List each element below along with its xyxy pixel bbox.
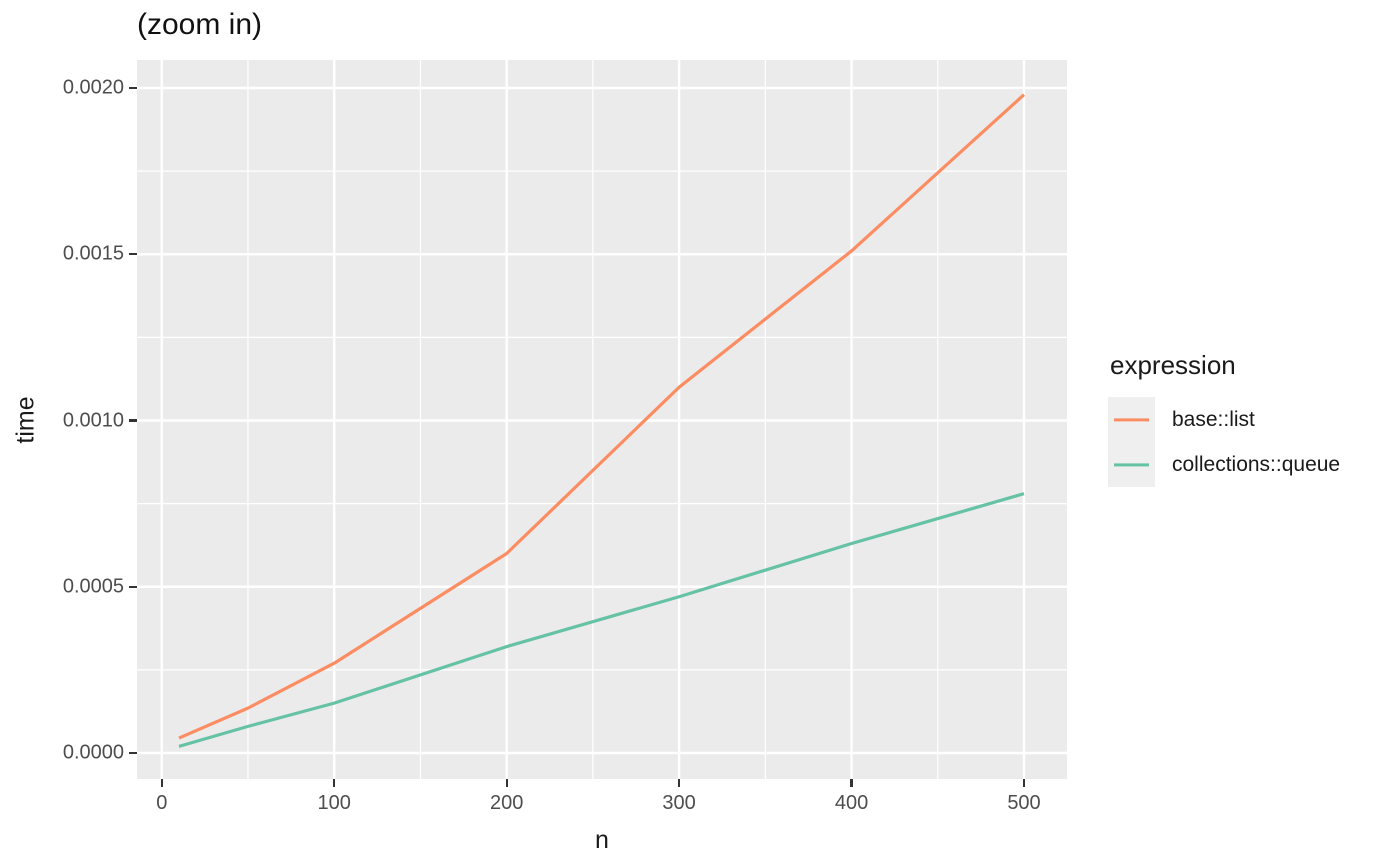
- legend-key-line-icon: [1114, 417, 1149, 422]
- x-tick-mark: [678, 779, 681, 787]
- y-tick-mark: [129, 419, 137, 422]
- legend-key: [1108, 397, 1155, 442]
- y-tick-label: 0.0010: [62, 409, 124, 431]
- x-tick-mark: [160, 779, 163, 787]
- x-tick-label: 500: [1007, 792, 1041, 814]
- legend-key-line-icon: [1114, 462, 1149, 467]
- x-tick-label: 0: [156, 792, 168, 814]
- x-axis-title: n: [595, 826, 609, 854]
- x-tick-mark: [333, 779, 336, 787]
- y-tick-mark: [129, 86, 137, 90]
- legend-item-label: collections::queue: [1172, 452, 1341, 476]
- legend-item: base::list: [1108, 397, 1340, 442]
- x-tick-label: 200: [489, 792, 524, 814]
- x-tick-label: 100: [317, 792, 351, 814]
- y-tick-label: 0.0015: [62, 242, 124, 265]
- y-tick-mark: [129, 253, 137, 256]
- legend-item: collections::queue: [1108, 442, 1340, 487]
- plot-panel: [137, 60, 1067, 779]
- y-tick-label: 0.0020: [62, 76, 124, 99]
- x-tick-mark: [505, 779, 508, 787]
- y-tick-mark: [129, 585, 137, 588]
- x-tick-label: 400: [834, 792, 869, 814]
- y-tick-label: 0.0005: [62, 575, 124, 598]
- x-tick-mark: [850, 779, 853, 787]
- legend-title: expression: [1110, 350, 1236, 380]
- y-tick-mark: [129, 751, 137, 755]
- y-tick-label: 0.0000: [62, 741, 124, 764]
- legend-key: [1108, 442, 1155, 487]
- x-tick-mark: [1022, 779, 1026, 787]
- x-tick-label: 300: [662, 792, 696, 814]
- plot-canvas: [137, 60, 1067, 779]
- series-line-0: [178, 93, 1026, 740]
- series-line-1: [178, 492, 1025, 748]
- plot-title: (zoom in): [137, 8, 263, 41]
- legend-item-label: base::list: [1172, 407, 1255, 431]
